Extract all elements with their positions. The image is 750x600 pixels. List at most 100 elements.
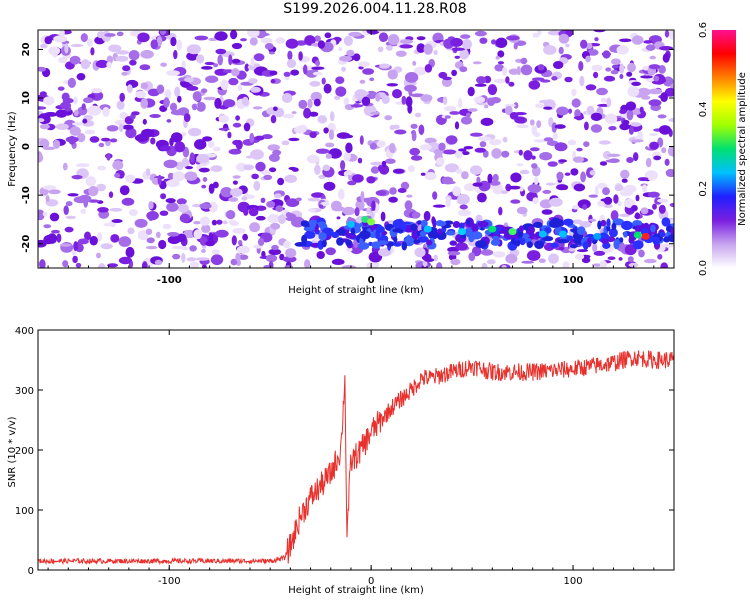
spectrogram-cell [273,193,282,199]
spectrogram-cell [572,219,583,225]
spectrogram-cell [119,185,130,196]
spectrogram-cell [658,204,666,214]
snr-ticks: -100 0 100 0 100 200 300 400 [15,326,675,587]
spectrogram-cell [282,113,295,119]
spectrogram-cell [637,130,643,139]
spectrogram-cell [633,152,639,162]
spectrogram-cell [81,103,86,111]
spectrogram-cell [558,46,564,55]
spectrogram-band-cell [670,227,674,236]
spectrogram-cell [366,262,375,268]
snr-series-line [38,350,674,566]
y-tick-label: 200 [15,446,34,457]
spectrogram-cell [404,200,413,211]
spectrogram-cell [98,142,105,148]
spectrogram-cell [148,201,154,210]
spectrogram-cell [644,258,657,264]
spectrogram-band-cell [301,234,308,244]
spectrogram-cell [220,79,229,91]
spectrogram-cell [442,96,448,105]
spectrogram-cell [574,253,585,260]
spectrogram-cell [270,222,281,230]
spectrogram-cell [329,111,335,122]
spectrogram-cell [547,30,562,36]
spectrogram-cell [121,71,128,76]
spectrogram-cell [56,233,62,243]
spectrogram-cell [343,134,354,139]
spectrogram-cell [172,171,186,182]
spectrogram-cell [85,176,97,187]
spectrogram-cell [628,126,634,135]
spectrogram-cell [622,119,630,125]
spectrogram-cell [603,203,613,208]
spectrogram-band-cell [466,219,471,225]
spectrogram-cell [250,149,264,160]
spectrogram-cell [409,147,421,156]
spectrogram-cell [491,148,502,159]
spectrogram-cell [184,77,195,83]
spectrogram-cell [89,136,100,143]
spectrogram-cell [270,78,276,84]
spectrogram-cell [235,139,243,150]
spectrogram-cell [275,37,286,44]
spectrogram-cell [669,30,674,40]
spectrogram-cell [345,142,353,154]
spectrogram-cell [645,44,656,51]
spectrogram-cell [521,260,535,264]
spectrogram-cell [150,137,156,145]
spectrogram-cell [477,192,487,203]
spectrogram-cell [80,59,91,70]
spectrogram-cell [510,172,522,183]
spectrogram-band-cell [661,217,671,227]
spectrogram-cell [579,75,585,87]
spectrogram-cell [660,262,668,268]
spectrogram-cell [228,197,239,202]
spectrogram-cell [241,96,249,106]
spectrogram-cell [76,73,86,81]
spectrogram-cell [648,99,662,107]
spectrogram-cell [170,132,183,143]
spectrogram-cell [444,115,451,119]
spectrogram-cell [306,154,320,164]
spectrogram-cell [163,97,170,108]
chart-title: S199.2026.004.11.28.R08 [283,1,467,17]
spectrogram-cell [118,256,132,265]
spectrogram-cell [535,103,544,109]
spectrogram-cell [377,165,384,172]
spectrogram-cell [242,233,249,241]
spectrogram-cell [116,100,125,110]
spectrogram-cell [291,111,297,115]
spectrogram-cell [508,81,515,87]
spectrogram-cell [571,88,577,97]
spectrogram-cell [160,62,168,67]
spectrogram-cell [80,33,88,43]
spectrogram-cell [481,262,488,268]
spectrogram-cell [651,80,665,85]
spectrogram-cell [194,35,209,41]
spectrogram-cell [208,201,218,213]
spectrogram-cell [461,39,473,50]
spectrogram-cell [253,180,261,191]
spectrogram-cell [240,38,247,42]
spectrogram-cell [174,141,186,153]
spectrogram-cell [215,48,227,55]
x-tick-label: 0 [368,576,374,587]
spectrogram-cell [410,123,418,129]
spectrogram-cell [375,93,381,102]
spectrogram-cell [154,259,163,266]
spectrogram-cell [538,258,546,264]
spectrogram-cell [196,101,206,112]
spectrogram-cell [51,229,60,234]
spectrogram-cell [424,172,437,181]
spectrogram-cell [600,219,607,227]
spectrogram-cell [375,190,387,196]
spectrogram-cell [470,132,483,137]
spectrogram-cell [459,204,468,210]
spectrogram-band-cell [632,240,644,250]
spectrogram-band-cell [550,242,559,248]
spectrogram-band-cell [599,232,607,238]
spectrogram-cell [438,142,446,151]
spectrogram-cell [587,49,599,56]
spectrogram-cell [55,109,68,118]
spectrogram-cell [626,157,634,163]
